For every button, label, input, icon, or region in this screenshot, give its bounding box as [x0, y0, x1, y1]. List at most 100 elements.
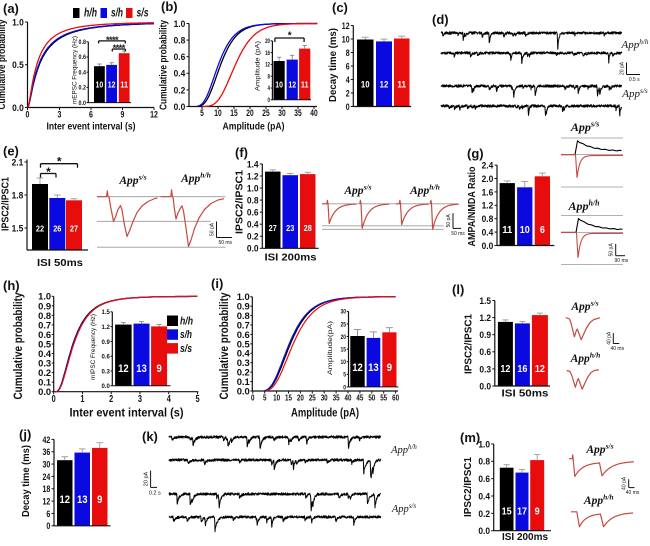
- svg-text:10: 10: [214, 108, 221, 118]
- svg-text:0.0: 0.0: [482, 241, 494, 252]
- svg-text:Amplitude (pA): Amplitude (pA): [255, 41, 262, 91]
- svg-text:3: 3: [58, 110, 62, 121]
- svg-text:0.9: 0.9: [38, 301, 51, 312]
- svg-text:0.3: 0.3: [479, 364, 491, 375]
- svg-text:(i): (i): [211, 276, 223, 291]
- svg-text:0.2: 0.2: [237, 368, 250, 379]
- svg-text:1.2: 1.2: [247, 171, 259, 182]
- svg-text:40: 40: [345, 392, 352, 402]
- svg-text:0.4: 0.4: [38, 349, 52, 360]
- svg-text:16: 16: [265, 51, 270, 57]
- svg-text:55: 55: [380, 392, 387, 402]
- svg-text:1.0: 1.0: [237, 292, 250, 303]
- svg-text:12: 12: [288, 81, 296, 90]
- svg-text:1.0: 1.0: [247, 183, 259, 194]
- svg-text:16: 16: [517, 363, 527, 375]
- svg-text:1.2: 1.2: [479, 313, 491, 324]
- svg-text:Cumulative probability: Cumulative probability: [158, 20, 170, 110]
- svg-text:9: 9: [121, 110, 125, 121]
- svg-text:0.3: 0.3: [237, 358, 250, 369]
- svg-text:IPSC2/IPSC1: IPSC2/IPSC1: [0, 177, 12, 231]
- svg-text:(k): (k): [142, 429, 158, 444]
- svg-text:0.3: 0.3: [102, 368, 111, 375]
- svg-text:3: 3: [138, 394, 142, 405]
- svg-text:(g): (g): [467, 146, 484, 161]
- svg-text:(f): (f): [235, 145, 248, 160]
- svg-text:0: 0: [46, 521, 50, 532]
- svg-text:2.0: 2.0: [482, 174, 494, 185]
- svg-text:0.9: 0.9: [237, 302, 250, 313]
- svg-text:0.6: 0.6: [174, 52, 186, 63]
- svg-text:40: 40: [310, 108, 317, 118]
- svg-text:AMPA/NMDA Ratio: AMPA/NMDA Ratio: [466, 167, 478, 247]
- svg-text:*: *: [57, 154, 62, 168]
- svg-text:0.8: 0.8: [482, 214, 494, 225]
- svg-text:0.2: 0.2: [478, 509, 490, 520]
- svg-text:1.0: 1.0: [478, 439, 490, 450]
- svg-text:0.2: 0.2: [247, 232, 259, 243]
- svg-text:0.5: 0.5: [38, 339, 52, 350]
- svg-text:IPSC2/IPSC1: IPSC2/IPSC1: [234, 170, 246, 234]
- svg-text:1.2: 1.2: [102, 324, 111, 331]
- svg-text:12: 12: [59, 494, 70, 506]
- svg-text:12: 12: [342, 21, 350, 32]
- svg-text:12: 12: [352, 362, 363, 374]
- svg-text:13: 13: [136, 363, 147, 375]
- svg-text:0.8: 0.8: [38, 311, 51, 322]
- svg-text:50 ms: 50 ms: [218, 240, 232, 246]
- svg-text:50: 50: [368, 392, 375, 402]
- svg-text:0: 0: [251, 392, 255, 402]
- svg-text:0.9: 0.9: [102, 339, 111, 346]
- svg-text:ISI 50ms: ISI 50ms: [502, 388, 549, 400]
- svg-text:0.6: 0.6: [247, 208, 259, 219]
- svg-text:0.0: 0.0: [174, 102, 186, 113]
- svg-text:1.4: 1.4: [247, 159, 259, 170]
- svg-text:10: 10: [342, 34, 350, 45]
- svg-text:h/h: h/h: [84, 6, 97, 20]
- svg-text:0.6: 0.6: [79, 55, 87, 61]
- svg-text:8: 8: [346, 48, 350, 59]
- svg-text:0.9: 0.9: [479, 330, 491, 341]
- svg-text:h/h: h/h: [180, 316, 193, 328]
- svg-text:30: 30: [43, 459, 51, 470]
- svg-text:15: 15: [341, 347, 347, 354]
- svg-text:90 ms: 90 ms: [615, 258, 629, 264]
- svg-text:6: 6: [89, 110, 93, 121]
- svg-text:26: 26: [53, 223, 61, 233]
- svg-text:8: 8: [268, 74, 271, 80]
- svg-text:10: 10: [341, 359, 347, 366]
- svg-text:30: 30: [321, 392, 328, 402]
- svg-text:2: 2: [109, 394, 113, 405]
- svg-text:0.7: 0.7: [237, 320, 250, 331]
- svg-text:2.4: 2.4: [482, 161, 494, 172]
- svg-text:6: 6: [46, 509, 50, 520]
- svg-text:1.0: 1.0: [174, 19, 186, 30]
- svg-text:0.0: 0.0: [38, 387, 51, 398]
- svg-text:0.5: 0.5: [12, 60, 24, 71]
- svg-text:15: 15: [502, 506, 512, 518]
- svg-text:20 pA: 20 pA: [620, 61, 626, 75]
- svg-text:6: 6: [346, 61, 350, 72]
- svg-text:****: ****: [106, 35, 119, 45]
- svg-text:0.8: 0.8: [174, 36, 186, 47]
- svg-text:40 pA: 40 pA: [622, 476, 628, 490]
- svg-text:0.0: 0.0: [79, 101, 87, 107]
- svg-text:25: 25: [262, 108, 269, 118]
- svg-text:Inter event interval (s): Inter event interval (s): [47, 122, 136, 133]
- svg-text:0.1: 0.1: [38, 378, 52, 389]
- svg-text:40 pA: 40 pA: [606, 331, 612, 345]
- svg-text:0.4: 0.4: [174, 69, 186, 80]
- svg-text:*: *: [46, 165, 51, 179]
- svg-text:0.8: 0.8: [237, 311, 250, 322]
- svg-text:(l): (l): [452, 282, 464, 297]
- svg-text:20: 20: [246, 108, 253, 118]
- svg-text:(b): (b): [161, 0, 178, 14]
- svg-text:0.8: 0.8: [79, 40, 87, 46]
- svg-text:0.8: 0.8: [247, 196, 259, 207]
- svg-text:20 pA: 20 pA: [144, 471, 150, 486]
- svg-text:0: 0: [268, 98, 271, 104]
- svg-text:27: 27: [269, 223, 277, 233]
- svg-text:mIPSC Frequency (Hz): mIPSC Frequency (Hz): [90, 314, 97, 380]
- svg-text:23: 23: [286, 223, 294, 233]
- svg-text:50 pA: 50 pA: [609, 243, 615, 257]
